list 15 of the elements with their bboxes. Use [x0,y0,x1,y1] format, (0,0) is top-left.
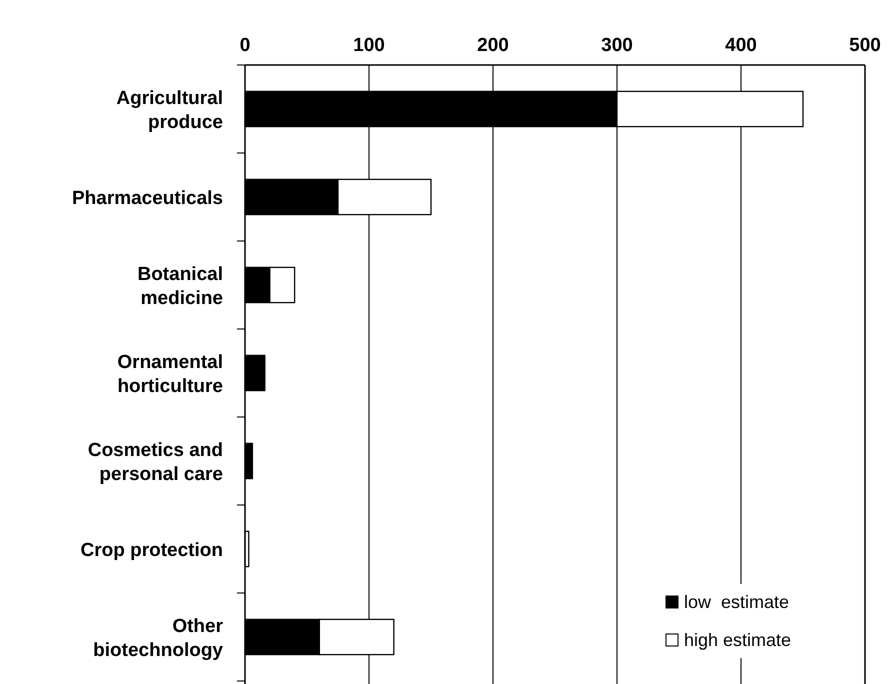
legend-label: low estimate [684,592,790,612]
x-tick-label: 200 [477,35,509,56]
y-tick-label: Botanical medicine [137,264,223,309]
x-tick-label: 500 [849,35,881,56]
legend-label: high estimate [684,630,792,650]
x-tick-label: 400 [725,35,757,56]
y-tick-label: Crop protection [80,540,223,561]
x-tick-label: 100 [353,35,385,56]
y-tick-label: Cosmetics and personal care [88,440,223,485]
y-tick-label: Agricultural produce [116,88,223,133]
y-tick-label: Ornamental horticulture [117,352,223,397]
y-tick-label: Pharmaceuticals [72,188,223,209]
y-tick-label: Other biotechnology [93,616,224,661]
x-tick-label: 300 [601,35,633,56]
x-tick-label: 0 [240,35,250,56]
